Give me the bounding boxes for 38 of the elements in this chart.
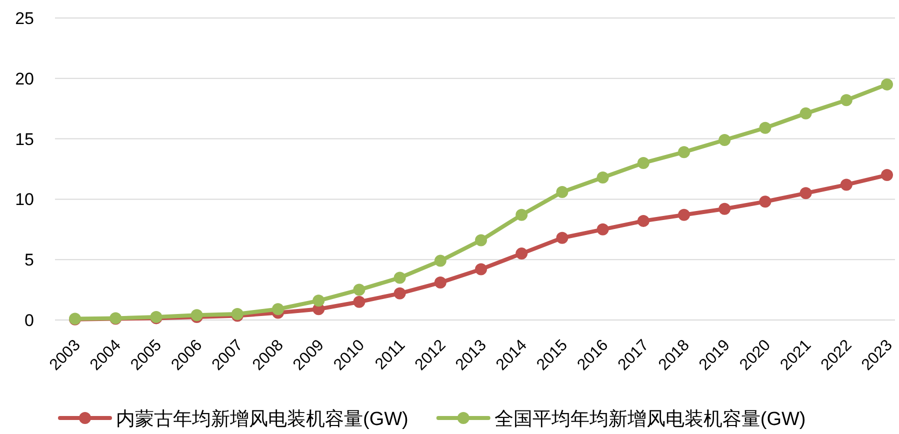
y-tick-label: 5: [24, 250, 34, 270]
point: [759, 122, 772, 134]
point: [881, 78, 893, 90]
point: [840, 94, 852, 106]
point: [353, 296, 366, 308]
point: [596, 223, 609, 236]
y-tick-label: 0: [24, 311, 34, 330]
point: [759, 196, 772, 208]
point: [394, 272, 406, 284]
y-tick-label: 20: [15, 69, 34, 88]
point: [800, 187, 812, 200]
point: [556, 232, 568, 244]
legend-label: 全国平均年均新增风电装机容量(GW): [494, 408, 806, 430]
point: [516, 208, 528, 221]
point: [637, 214, 650, 227]
y-tick-label: 10: [15, 190, 34, 210]
point: [272, 303, 284, 316]
point: [434, 254, 446, 267]
y-tick-label: 25: [15, 9, 34, 28]
point: [718, 202, 731, 215]
point: [475, 234, 487, 246]
legend-label: 内蒙古年均新增风电装机容量(GW): [116, 408, 408, 430]
point: [434, 276, 446, 289]
point: [840, 178, 852, 191]
point: [596, 171, 609, 184]
point: [637, 156, 650, 169]
point: [516, 248, 528, 260]
point: [394, 287, 406, 300]
point: [678, 208, 690, 221]
point: [881, 169, 893, 182]
point: [556, 186, 568, 198]
point: [475, 263, 487, 276]
point: [678, 146, 690, 158]
point: [353, 284, 366, 296]
point: [312, 294, 325, 307]
point: [800, 107, 812, 120]
y-tick-label: 15: [15, 130, 34, 149]
point: [718, 134, 731, 146]
